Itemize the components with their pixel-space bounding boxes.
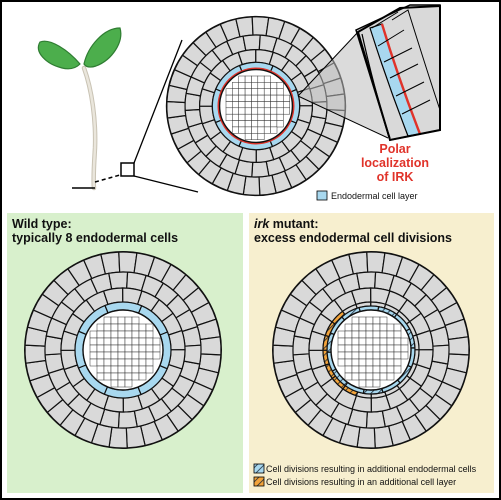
irk-gene-name: irk	[254, 217, 270, 231]
cortex-cell-outer	[183, 344, 202, 365]
cortex-cell-outer	[117, 410, 138, 429]
cortex-cell-outer	[108, 271, 129, 290]
epidermal-cell	[199, 336, 222, 356]
epidermal-cell	[24, 344, 47, 364]
seedling-left-leaf	[37, 40, 81, 70]
epidermal-cell	[272, 344, 295, 364]
cortex-cell-outer	[365, 410, 386, 429]
legend-hatch-blue-label: Cell divisions resulting in additional e…	[266, 464, 477, 474]
seedling-right-leaf	[83, 27, 122, 68]
zoom-box	[120, 162, 135, 177]
root-cross-section-top	[165, 15, 347, 197]
stele-cells	[337, 316, 409, 388]
irk-polar-signal	[217, 67, 295, 145]
cortex-cell-outer	[431, 344, 450, 365]
epidermal-cell	[166, 100, 187, 119]
seedling	[37, 27, 199, 193]
polar-localization-label: Polar localization of IRK	[360, 142, 430, 184]
cortex-cell-outer	[242, 34, 261, 52]
cortex-cell-outer	[251, 160, 270, 178]
irk-mutant-title: irk mutant: excess endodermal cell divis…	[254, 217, 453, 245]
wild-type-title: Wild type: typically 8 endodermal cells	[12, 217, 179, 245]
legend-swatch-hatch-orange	[253, 476, 265, 487]
legend-swatch-hatch-blue	[253, 463, 265, 474]
stele-cells	[225, 75, 290, 140]
endodermal-legend-swatch	[316, 190, 328, 201]
endodermal-legend-label: Endodermal cell layer	[331, 191, 418, 201]
legend-hatch-orange-label: Cell divisions resulting in an additiona…	[266, 477, 457, 487]
root-cross-section-wild-type	[24, 251, 222, 449]
root-cross-section-irk-mutant	[272, 251, 470, 449]
stele-cells	[89, 316, 161, 388]
epidermal-cell	[447, 336, 470, 356]
cortex-cell-outer	[356, 271, 377, 290]
zoom-inset	[355, 4, 441, 142]
